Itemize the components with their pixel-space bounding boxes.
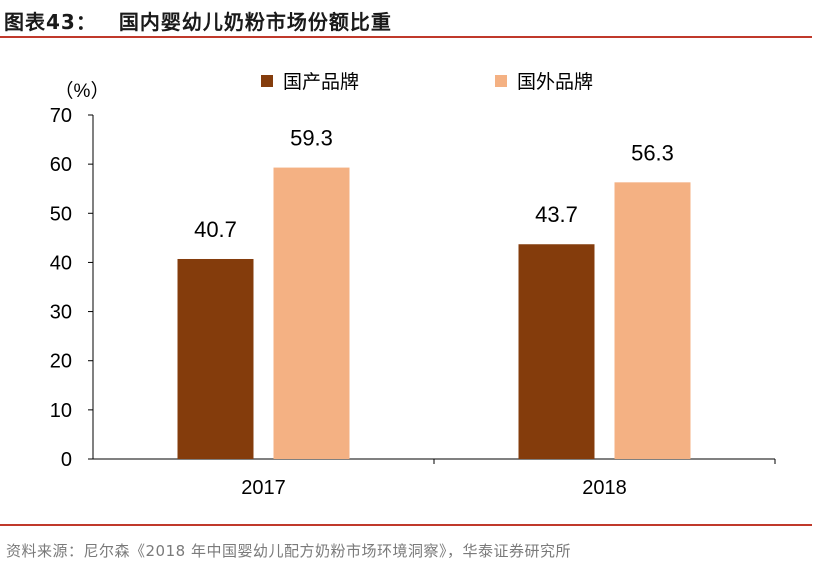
y-tick-label: 20 — [50, 351, 72, 373]
legend-label: 国外品牌 — [517, 71, 593, 93]
data-label: 56.3 — [631, 140, 674, 165]
figure-number: 图表43： — [4, 10, 97, 34]
y-tick-label: 70 — [50, 105, 72, 127]
data-label: 59.3 — [290, 126, 333, 151]
y-tick-label: 50 — [50, 203, 72, 225]
y-tick-label: 60 — [50, 154, 72, 176]
x-category-label: 2017 — [241, 477, 286, 499]
bar-foreign-2018 — [614, 182, 691, 459]
y-tick-label: 40 — [50, 252, 72, 274]
bar-domestic-2017 — [177, 258, 254, 459]
y-tick-label: 10 — [50, 400, 72, 422]
y-axis-unit-label: （%） — [55, 80, 110, 102]
source-note: 资料来源：尼尔森《2018 年中国婴幼儿配方奶粉市场环境洞察》，华泰证券研究所 — [6, 542, 571, 560]
x-category-label: 2018 — [582, 477, 627, 499]
title-divider — [0, 36, 812, 38]
y-tick-label: 30 — [50, 302, 72, 324]
bar-foreign-2017 — [273, 167, 350, 459]
figure-title: 国内婴幼儿奶粉市场份额比重 — [118, 10, 392, 34]
legend-label: 国产品牌 — [283, 71, 359, 93]
legend-swatch — [261, 75, 273, 87]
data-label: 43.7 — [535, 202, 578, 227]
bar-domestic-2018 — [518, 244, 595, 459]
data-label: 40.7 — [194, 217, 237, 242]
legend-swatch — [495, 75, 507, 87]
source-divider — [0, 524, 812, 526]
y-tick-label: 0 — [61, 449, 72, 471]
bar-chart: （%） 0 10 20 30 40 50 60 70 40.7 59.3 2017 43.7 56.3 20… — [50, 71, 776, 499]
figure-title-row: 图表43： 国内婴幼儿奶粉市场份额比重 — [4, 6, 392, 35]
